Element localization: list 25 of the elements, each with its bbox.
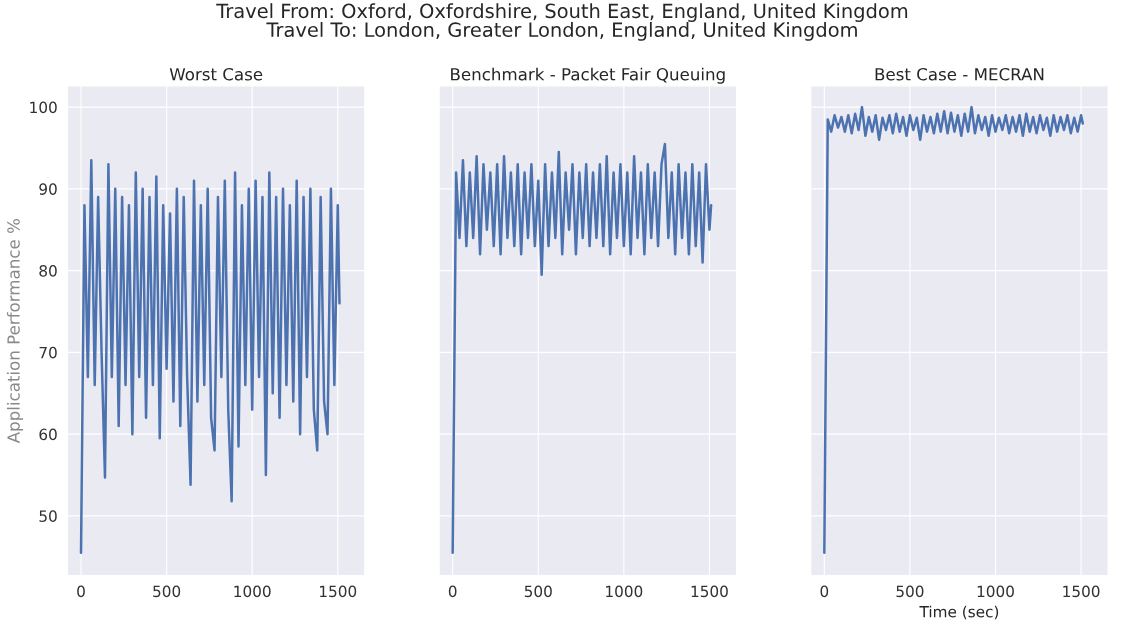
x-tick-label: 0	[77, 585, 85, 598]
y-tick-label: 70	[39, 346, 57, 359]
x-tick-label: 500	[524, 585, 552, 598]
text: Travel From: Oxford, Oxfordshire, South East, England, United Kingdom Travel To: London, Greater London, England, United Kingdom	[216, 3, 908, 41]
x-tick-label: 0	[820, 585, 829, 598]
y-tick-label: 90	[39, 183, 57, 195]
x-tick-label: 1000	[234, 585, 271, 598]
x-tick-label: 500	[896, 585, 924, 598]
x-tick-label: 1500	[1063, 585, 1100, 598]
chart-title: Best Case - MECRAN	[875, 67, 1044, 81]
line-series	[79, 159, 341, 554]
x-tick-label: 0	[448, 585, 457, 598]
y-tick-label: 60	[39, 428, 57, 441]
x-tick-label: 1500	[691, 585, 728, 598]
x-tick-label: 1000	[606, 585, 643, 598]
y-tick-label: 100	[30, 101, 57, 114]
y-tick-label: 80	[39, 265, 57, 277]
y-axis-title: Application Performance %	[6, 219, 24, 444]
chart-title: Worst Case	[169, 67, 263, 81]
x-tick-label: 1500	[320, 585, 357, 598]
x-tick-label: 1000	[977, 585, 1014, 598]
x-axis-title: Time (sec)	[919, 605, 999, 620]
x-tick-label: 500	[153, 585, 181, 598]
y-tick-label: 50	[39, 510, 57, 522]
chart-title: Benchmark - Packet Fair Queuing	[451, 67, 725, 84]
